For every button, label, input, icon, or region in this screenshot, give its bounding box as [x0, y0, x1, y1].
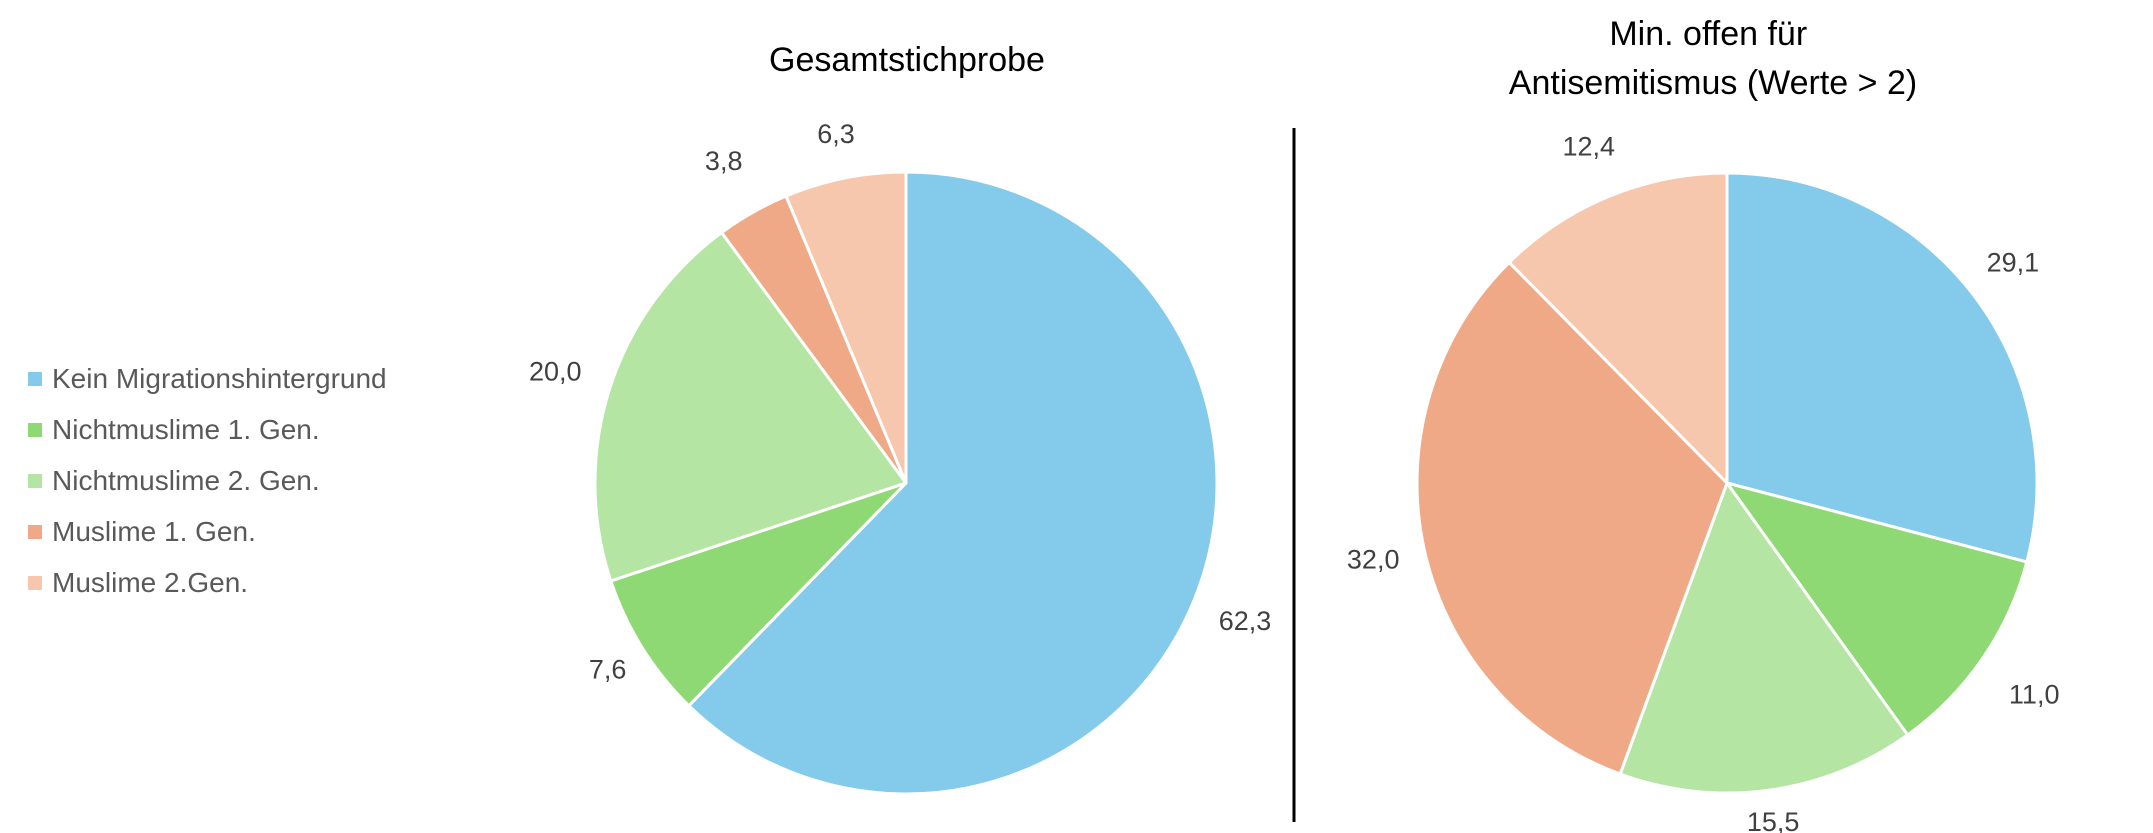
data-label: 20,0 — [529, 357, 582, 387]
chart-title-right-line-1: Min. offen für — [1609, 15, 1807, 53]
pie-slice — [609, 481, 908, 708]
pie-slice — [784, 170, 908, 485]
legend-item-muslime-1-gen: Muslime 1. Gen. — [28, 506, 387, 557]
pie-slice — [687, 170, 1219, 796]
legend-swatch — [28, 575, 42, 590]
legend-swatch — [28, 371, 42, 386]
data-label: 11,0 — [2009, 680, 2060, 710]
chart-title-right-line-2: Antisemitismus (Werte > 2) — [1509, 64, 1917, 102]
pie-slice — [1415, 260, 1729, 776]
legend-label: Nichtmuslime 2. Gen. — [52, 464, 320, 496]
pie-slice — [1725, 481, 2029, 737]
data-label: 15,5 — [1747, 807, 1800, 833]
legend-label: Muslime 1. Gen. — [52, 515, 256, 547]
data-label: 3,8 — [705, 146, 743, 176]
data-label: 62,3 — [1219, 606, 1272, 636]
data-label: 29,1 — [1987, 248, 2040, 278]
data-label: 32,0 — [1347, 545, 1400, 575]
chart-title-right: Min. offen für Antisemitismus (Werte > 2… — [1509, 15, 1917, 102]
legend: Kein Migrationshintergrund Nichtmuslime … — [28, 353, 387, 608]
legend-label: Muslime 2.Gen. — [52, 566, 249, 598]
data-label: 12,4 — [1563, 131, 1616, 161]
pie-slice — [1618, 481, 1910, 795]
pie-slice — [1725, 171, 2039, 564]
legend-item-kein-migrationshintergrund: Kein Migrationshintergrund — [28, 353, 387, 404]
chart-title-left: Gesamtstichprobe — [769, 41, 1045, 79]
legend-label: Kein Migrationshintergrund — [52, 362, 387, 394]
legend-item-nichtmuslime-2-gen: Nichtmuslime 2. Gen. — [28, 455, 387, 506]
legend-item-muslime-2-gen: Muslime 2.Gen. — [28, 557, 387, 608]
legend-item-nichtmuslime-1-gen: Nichtmuslime 1. Gen. — [28, 404, 387, 455]
legend-swatch — [28, 422, 42, 437]
legend-swatch — [28, 473, 42, 488]
pie-slice — [1507, 171, 1729, 485]
data-label: 6,3 — [817, 119, 855, 149]
legend-swatch — [28, 524, 42, 539]
pie-right: 29,1 11,0 15,5 32,0 12,4 — [1347, 131, 2060, 833]
data-label: 7,6 — [589, 655, 627, 685]
legend-label: Nichtmuslime 1. Gen. — [52, 413, 320, 445]
pie-slice — [593, 231, 908, 583]
pie-left: 62,3 7,6 20,0 3,8 6,3 — [529, 119, 1272, 796]
